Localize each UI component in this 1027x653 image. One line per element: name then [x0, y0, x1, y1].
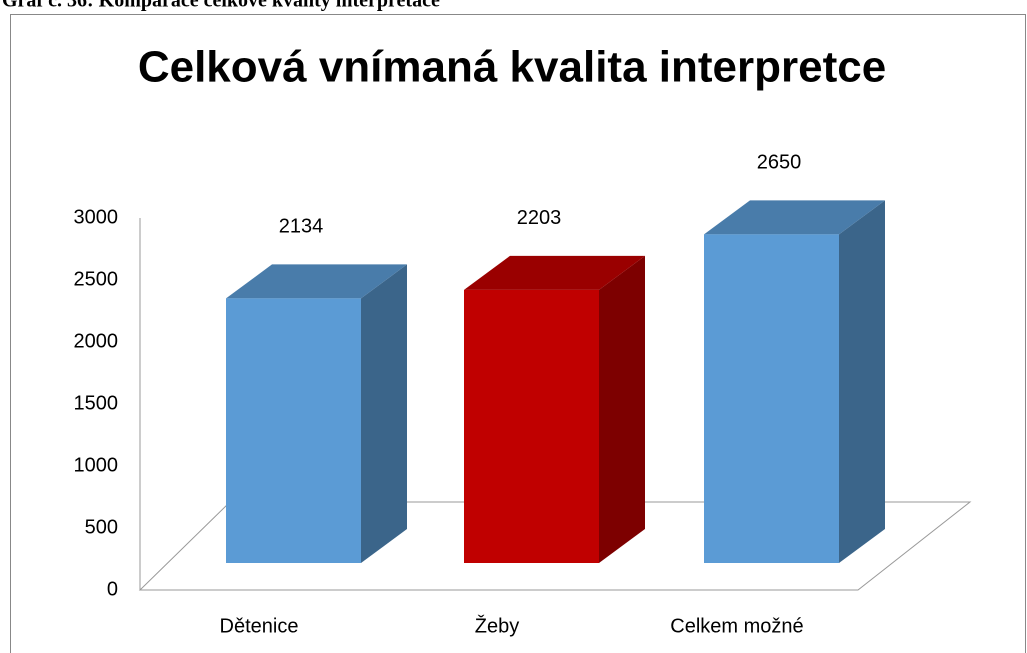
- bar-top: [464, 255, 645, 290]
- y-tick-label: 0: [107, 578, 118, 600]
- bar-side: [361, 264, 407, 563]
- x-tick-label: Celkem možné: [670, 615, 803, 637]
- y-tick-label: 500: [85, 516, 118, 538]
- x-tick-label: Žeby: [475, 614, 519, 637]
- bar-top: [704, 200, 885, 235]
- y-tick-label: 1000: [74, 454, 119, 476]
- caption: Graf č. 36: Komparace celkové kvality in…: [2, 0, 440, 12]
- bar-front: [704, 234, 839, 563]
- value-label: 2650: [757, 152, 802, 174]
- bar-side: [599, 255, 645, 563]
- bar: [464, 255, 645, 563]
- chart-border: [10, 14, 1026, 653]
- floor: [138, 501, 972, 591]
- y-tick-label: 2000: [74, 330, 119, 352]
- y-tick-label: 2500: [74, 268, 119, 290]
- chart-title: Celková vnímaná kvalita interpretce: [138, 43, 886, 92]
- bar: [704, 200, 885, 563]
- bar: [226, 264, 407, 563]
- value-label: 2203: [517, 207, 562, 229]
- bar-top: [226, 264, 407, 299]
- bar-front: [464, 289, 599, 563]
- value-label: 2134: [279, 216, 324, 238]
- x-tick-label: Dětenice: [220, 615, 299, 637]
- bar-front: [226, 298, 361, 563]
- y-tick-label: 3000: [74, 206, 119, 228]
- y-tick-label: 1500: [74, 392, 119, 414]
- bar-side: [839, 200, 885, 563]
